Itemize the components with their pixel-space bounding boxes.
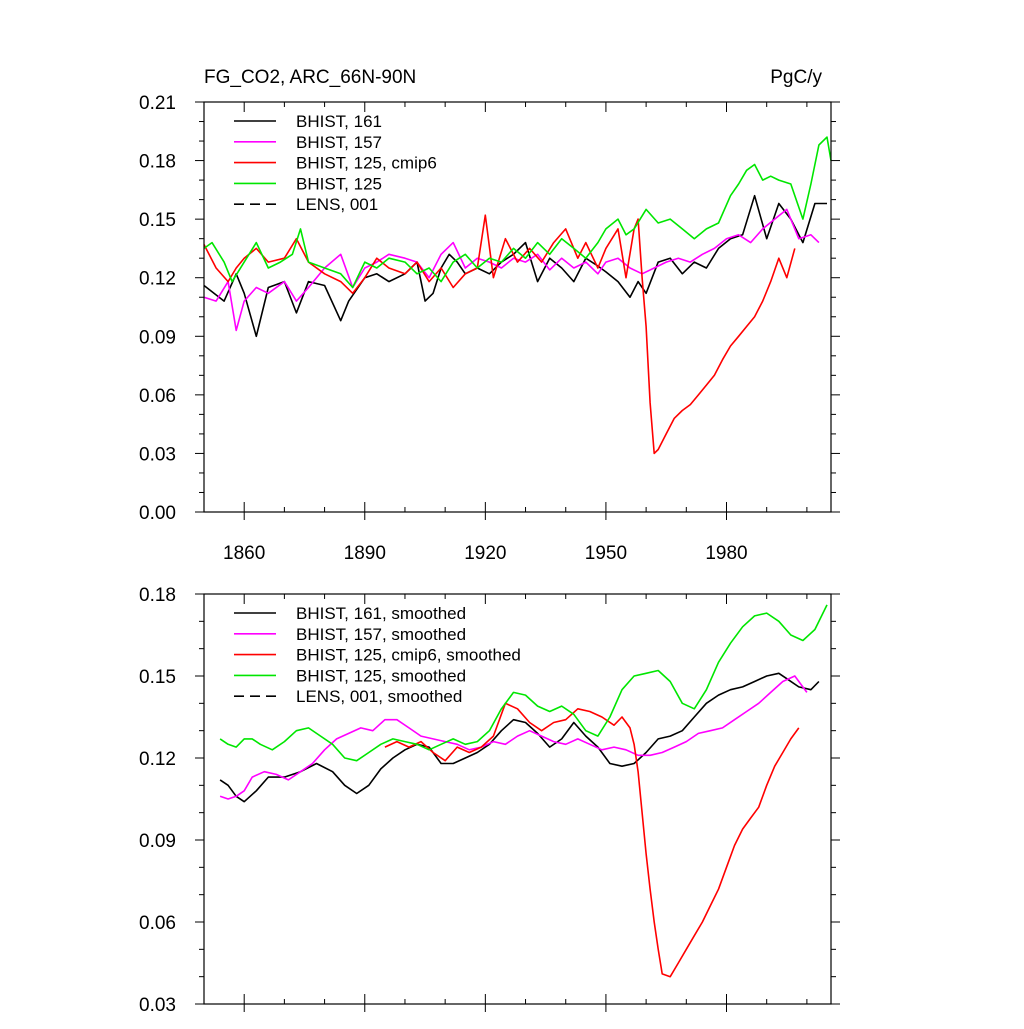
legend-label: BHIST, 125 [296, 174, 382, 193]
series-line-0 [219, 672, 820, 803]
legend-label: BHIST, 125, cmip6 [296, 154, 437, 173]
legend-label: BHIST, 157 [296, 133, 382, 152]
y-tick-label: 0.15 [139, 210, 176, 231]
top-plot: FG_CO2, ARC_66N-90N PgC/y 1860 1890 1920 19… [139, 67, 840, 564]
x-tick-label: 1860 [223, 543, 265, 564]
y-tick-label: 0.06 [139, 913, 176, 934]
series-line-3 [219, 604, 828, 762]
y-tick-label: 0.00 [139, 503, 176, 524]
y-tick-label: 0.09 [139, 831, 176, 852]
y-tick-label: 0.09 [139, 327, 176, 348]
legend-label: LENS, 001 [296, 195, 378, 214]
legend-label: BHIST, 161, smoothed [296, 604, 466, 623]
x-tick-label: 1890 [344, 543, 386, 564]
legend-label: BHIST, 125, cmip6, smoothed [296, 646, 521, 665]
y-tick-label: 0.18 [139, 585, 176, 606]
plot-frame [203, 101, 832, 513]
legend-label: BHIST, 161 [296, 112, 382, 131]
legend-label: BHIST, 157, smoothed [296, 625, 466, 644]
series-line-1 [219, 675, 808, 800]
legend-label: LENS, 001, smoothed [296, 687, 462, 706]
x-tick-label: 1920 [464, 543, 506, 564]
y-tick-label: 0.21 [139, 93, 176, 114]
bottom-plot: 0.03 0.06 0.09 0.12 0.15 0.18 BHIST, 161, smoo… [139, 585, 840, 1016]
series-line-2 [384, 702, 800, 978]
y-tick-label: 0.03 [139, 444, 176, 465]
x-tick-label: 1980 [705, 543, 747, 564]
legend-label: BHIST, 125, smoothed [296, 666, 466, 685]
top-plot-title: FG_CO2, ARC_66N-90N [204, 67, 416, 88]
series-line-2 [203, 214, 796, 455]
y-tick-label: 0.15 [139, 667, 176, 688]
x-tick-label: 1950 [585, 543, 627, 564]
y-tick-label: 0.03 [139, 995, 176, 1016]
y-tick-label: 0.12 [139, 749, 176, 770]
y-tick-label: 0.06 [139, 386, 176, 407]
top-plot-units: PgC/y [770, 67, 822, 88]
series-line-3 [203, 136, 832, 289]
y-tick-label: 0.18 [139, 152, 176, 173]
plot-frame [203, 593, 832, 1005]
series-line-0 [203, 194, 827, 338]
y-tick-label: 0.12 [139, 269, 176, 290]
